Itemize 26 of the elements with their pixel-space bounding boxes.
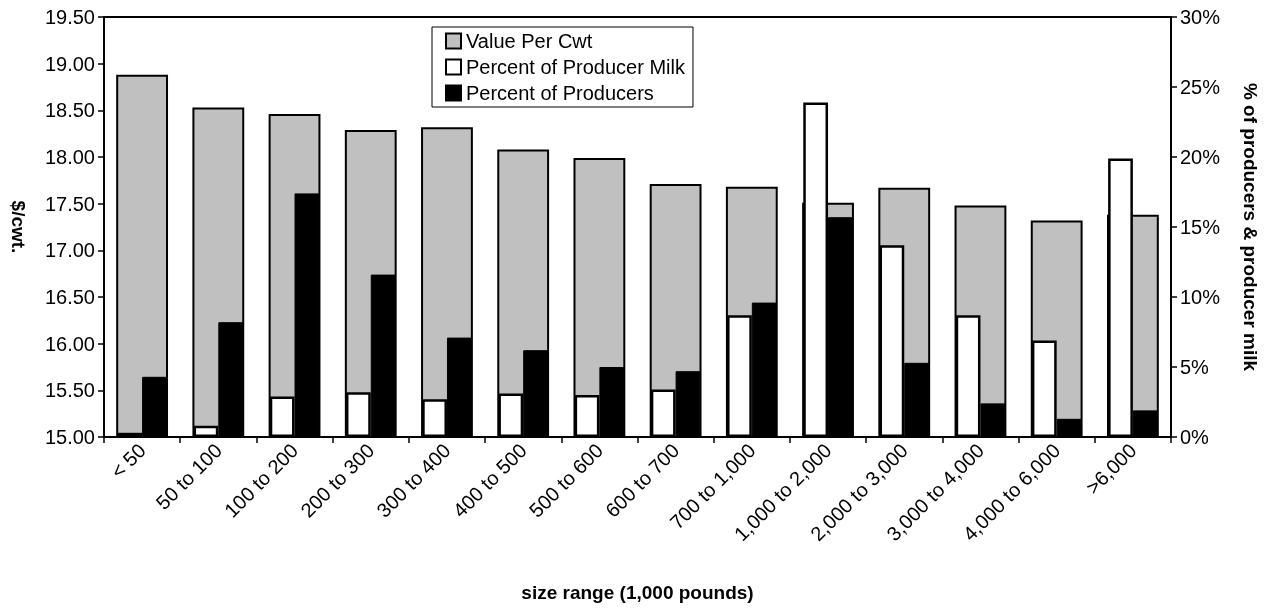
x-tick-label: < 50 (106, 439, 150, 483)
y-tick-label: 15.00 (44, 426, 95, 448)
y-tick-label: 15.50 (44, 379, 95, 402)
y2-tick-label: 10% (1180, 286, 1221, 308)
y2-tick-label: 0% (1180, 426, 1210, 448)
x-tick-label: 300 to 400 (372, 439, 455, 522)
y2-tick-label: 15% (1180, 216, 1221, 238)
y2-tick-label: 25% (1180, 76, 1221, 98)
legend-label: Percent of Producers (466, 82, 654, 104)
y2-tick-label: 20% (1180, 146, 1221, 168)
y-tick-label: 17.00 (44, 239, 95, 262)
y-tick-label: 19.50 (44, 6, 95, 28)
y2-tick-label: 30% (1180, 6, 1221, 28)
legend-label: Value Per Cwt (466, 30, 593, 52)
x-tick-label: 50 to 100 (151, 439, 227, 514)
y-tick-label: 18.00 (44, 146, 95, 168)
y-tick-label: 18.50 (44, 99, 95, 122)
y-tick-label: 16.00 (44, 332, 95, 355)
legend-label: Percent of Producer Milk (466, 56, 686, 78)
y-tick-label: 17.50 (44, 192, 95, 215)
y2-axis-title: % of producers & producer milk (1240, 82, 1261, 372)
y-tick-label: 16.50 (44, 286, 95, 308)
y-tick-label: 19.00 (44, 52, 95, 75)
y2-tick-label: 5% (1180, 356, 1210, 378)
y-axis-title: $/cwt. (8, 200, 29, 254)
x-axis-title: size range (1,000 pounds) (521, 582, 754, 603)
